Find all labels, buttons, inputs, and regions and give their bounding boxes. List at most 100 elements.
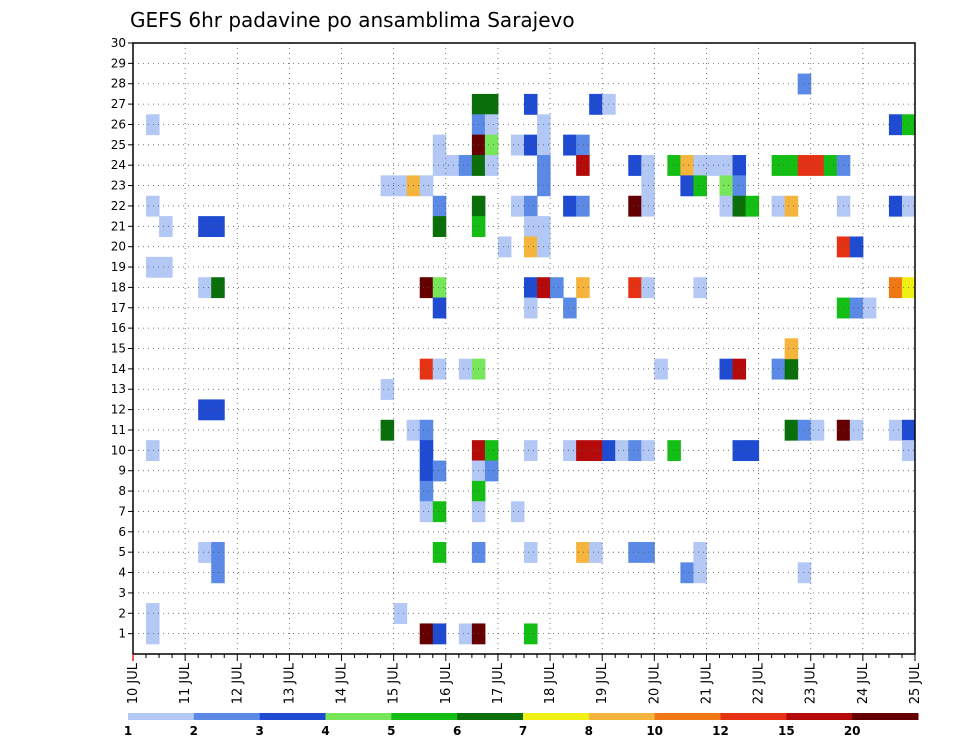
heatmap-cell-43 bbox=[432, 216, 447, 237]
heatmap-cell-122 bbox=[693, 155, 707, 176]
heatmap-cell-150 bbox=[797, 155, 812, 176]
heatmap-cell-22 bbox=[380, 419, 395, 441]
y-tick-label: 25 bbox=[111, 138, 126, 152]
y-tick-label: 24 bbox=[111, 158, 126, 172]
heatmap-cell-42 bbox=[432, 195, 447, 217]
heatmap-cell-76 bbox=[524, 277, 538, 299]
heatmap-cell-46 bbox=[458, 358, 473, 380]
legend-swatch-5 bbox=[391, 713, 458, 720]
x-tick-label: 15 JUL bbox=[387, 662, 402, 704]
heatmap-cell-78 bbox=[524, 440, 538, 462]
legend-swatch-9 bbox=[654, 713, 721, 720]
heatmap-cell-36 bbox=[419, 623, 434, 645]
y-tick-label: 17 bbox=[111, 301, 126, 315]
heatmap-cell-79 bbox=[524, 541, 538, 563]
y-tick-label: 13 bbox=[111, 382, 126, 396]
y-tick-label: 20 bbox=[111, 240, 126, 254]
heatmap-cell-50 bbox=[484, 93, 499, 115]
heatmap-cell-27 bbox=[432, 277, 447, 299]
heatmap-cells bbox=[146, 73, 916, 645]
y-tick-label: 1 bbox=[118, 627, 126, 641]
y-tick-label: 30 bbox=[111, 36, 126, 50]
heatmap-cell-134 bbox=[732, 195, 747, 217]
legend-swatch-4 bbox=[325, 713, 392, 720]
heatmap-cell-88 bbox=[550, 277, 564, 299]
heatmap-cell-114 bbox=[628, 541, 642, 563]
x-tick-label: 12 JUL bbox=[230, 662, 245, 704]
y-tick-label: 4 bbox=[118, 566, 126, 580]
heatmap-cell-157 bbox=[849, 236, 864, 258]
heatmap-cell-67 bbox=[497, 236, 512, 258]
heatmap-cell-56 bbox=[484, 155, 499, 176]
y-tick-label: 10 bbox=[111, 443, 126, 457]
heatmap-cell-145 bbox=[784, 338, 799, 360]
heatmap-cell-119 bbox=[680, 155, 694, 176]
y-axis: 1234567891011121314151617181920212223242… bbox=[111, 36, 133, 641]
heatmap-cell-8 bbox=[198, 216, 212, 237]
heatmap-cell-0 bbox=[146, 114, 160, 136]
heatmap-cell-68 bbox=[510, 134, 525, 156]
heatmap-cell-74 bbox=[524, 216, 538, 237]
heatmap-cell-17 bbox=[380, 175, 395, 197]
heatmap-cell-90 bbox=[576, 134, 590, 156]
heatmap-cell-16 bbox=[211, 562, 225, 584]
heatmap-cell-62 bbox=[484, 460, 499, 482]
heatmap-cell-14 bbox=[198, 541, 212, 563]
legend-label: 20 bbox=[844, 724, 861, 738]
heatmap-cell-93 bbox=[563, 297, 577, 319]
heatmap-cell-125 bbox=[693, 541, 707, 563]
heatmap-cell-37 bbox=[432, 623, 447, 645]
heatmap-cell-38 bbox=[432, 134, 447, 156]
heatmap-cell-26 bbox=[419, 277, 434, 299]
heatmap-cell-117 bbox=[667, 155, 681, 176]
legend-label: 1 bbox=[124, 724, 132, 738]
y-tick-label: 7 bbox=[118, 504, 126, 518]
x-tick-label: 24 JUL bbox=[856, 662, 871, 704]
heatmap-cell-12 bbox=[198, 399, 212, 421]
heatmap-cell-21 bbox=[380, 379, 395, 400]
y-tick-label: 22 bbox=[111, 199, 126, 213]
heatmap-cell-98 bbox=[589, 440, 603, 462]
heatmap-cell-34 bbox=[419, 501, 434, 523]
heatmap-cell-95 bbox=[576, 155, 590, 176]
y-tick-label: 28 bbox=[111, 77, 126, 91]
heatmap-cell-96 bbox=[576, 277, 590, 299]
y-tick-label: 27 bbox=[111, 97, 126, 111]
heatmap-cell-10 bbox=[198, 277, 212, 299]
legend: 1 2 3 4 5 6 7 8 10 12 15 20 bbox=[124, 713, 919, 738]
heatmap-cell-151 bbox=[797, 562, 812, 584]
y-tick-label: 6 bbox=[118, 525, 126, 539]
y-tick-label: 2 bbox=[118, 606, 126, 620]
heatmap-cell-13 bbox=[211, 399, 225, 421]
heatmap-cell-52 bbox=[484, 114, 499, 136]
y-tick-label: 3 bbox=[118, 586, 126, 600]
x-axis: 10 JUL 11 JUL 12 JUL 13 JUL 14 JUL 15 JUL 16 J… bbox=[126, 654, 923, 704]
x-tick-label: 10 JUL bbox=[126, 662, 141, 704]
heatmap-cell-91 bbox=[563, 195, 577, 217]
heatmap-cell-70 bbox=[510, 501, 525, 523]
x-tick-label: 14 JUL bbox=[335, 662, 350, 704]
legend-swatch-7 bbox=[523, 713, 590, 720]
heatmap-cell-138 bbox=[745, 195, 760, 217]
heatmap-cell-100 bbox=[589, 541, 603, 563]
heatmap-cell-131 bbox=[719, 358, 734, 380]
legend-label: 7 bbox=[519, 724, 527, 738]
heatmap-cell-92 bbox=[576, 195, 590, 217]
heatmap-cell-44 bbox=[432, 297, 447, 319]
heatmap-cell-169 bbox=[888, 419, 903, 441]
heatmap-cell-41 bbox=[458, 155, 473, 176]
legend-label: 4 bbox=[321, 724, 329, 738]
heatmap-cell-152 bbox=[810, 155, 825, 176]
heatmap-cell-144 bbox=[784, 358, 799, 380]
heatmap-cell-24 bbox=[419, 419, 434, 441]
legend-label: 8 bbox=[585, 724, 593, 738]
heatmap-cell-142 bbox=[784, 195, 799, 217]
legend-swatch-2 bbox=[193, 713, 261, 720]
y-tick-label: 9 bbox=[118, 464, 126, 478]
heatmap-cell-163 bbox=[888, 114, 903, 136]
heatmap-cell-32 bbox=[432, 460, 447, 482]
heatmap-cell-165 bbox=[888, 195, 903, 217]
heatmap-cell-40 bbox=[445, 155, 460, 176]
heatmap-cell-94 bbox=[563, 440, 577, 462]
